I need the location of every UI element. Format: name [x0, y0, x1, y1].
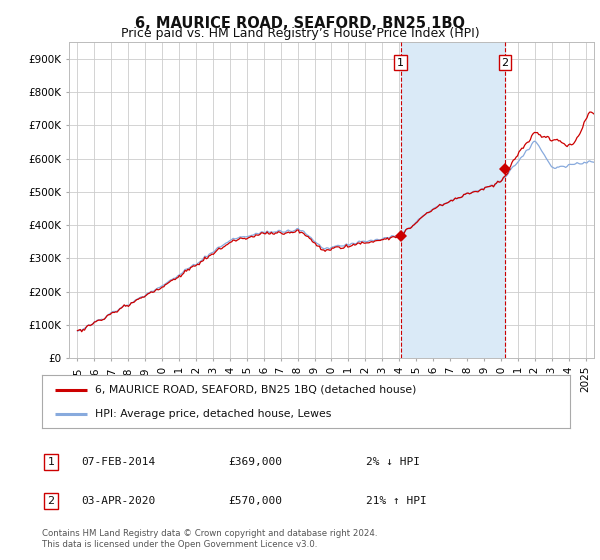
Text: £369,000: £369,000 — [228, 457, 282, 467]
Text: HPI: Average price, detached house, Lewes: HPI: Average price, detached house, Lewe… — [95, 409, 331, 419]
Text: 03-APR-2020: 03-APR-2020 — [81, 496, 155, 506]
Text: 1: 1 — [47, 457, 55, 467]
Text: Price paid vs. HM Land Registry’s House Price Index (HPI): Price paid vs. HM Land Registry’s House … — [121, 27, 479, 40]
Text: 1: 1 — [397, 58, 404, 68]
Text: 2% ↓ HPI: 2% ↓ HPI — [366, 457, 420, 467]
Text: 6, MAURICE ROAD, SEAFORD, BN25 1BQ (detached house): 6, MAURICE ROAD, SEAFORD, BN25 1BQ (deta… — [95, 385, 416, 395]
Text: Contains HM Land Registry data © Crown copyright and database right 2024.
This d: Contains HM Land Registry data © Crown c… — [42, 529, 377, 549]
Text: 6, MAURICE ROAD, SEAFORD, BN25 1BQ: 6, MAURICE ROAD, SEAFORD, BN25 1BQ — [135, 16, 465, 31]
Text: 21% ↑ HPI: 21% ↑ HPI — [366, 496, 427, 506]
Text: £570,000: £570,000 — [228, 496, 282, 506]
Bar — [401, 42, 505, 358]
Text: 07-FEB-2014: 07-FEB-2014 — [81, 457, 155, 467]
Text: 2: 2 — [502, 58, 509, 68]
Text: 2: 2 — [47, 496, 55, 506]
